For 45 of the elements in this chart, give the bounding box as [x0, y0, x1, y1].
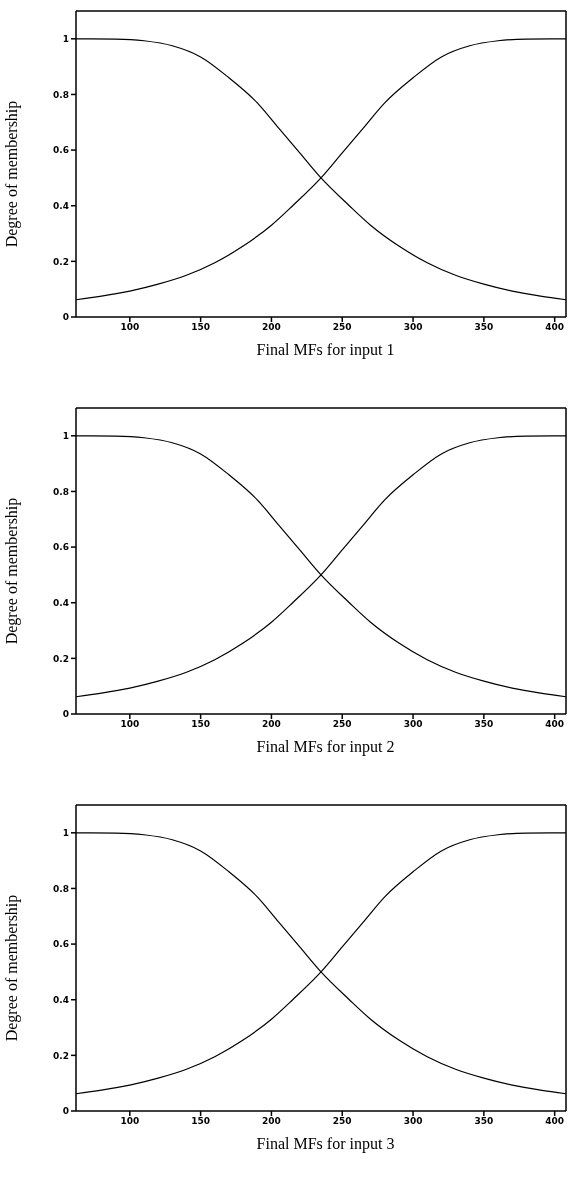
x-tick-label: 400: [545, 1116, 565, 1127]
x-tick-label: 200: [262, 322, 281, 333]
y-tick-label: 0.6: [53, 939, 69, 950]
x-tick-label: 300: [403, 719, 423, 730]
x-tick-label: 200: [262, 1116, 281, 1127]
x-tick-label: 400: [545, 322, 565, 333]
y-tick-label: 0.6: [53, 542, 69, 553]
y-tick-label: 0: [62, 312, 69, 323]
x-tick-label: 350: [474, 322, 494, 333]
y-tick-label: 0.6: [53, 145, 69, 156]
y-tick-label: 0.2: [53, 653, 69, 664]
x-tick-label: 350: [474, 1116, 494, 1127]
x-tick-label: 100: [120, 1116, 140, 1127]
y-tick-label: 1: [62, 828, 69, 839]
y-tick-label: 0.2: [53, 256, 69, 267]
x-tick-label: 100: [120, 719, 140, 730]
x-tick-label: 250: [332, 719, 352, 730]
y-tick-label: 0: [62, 1106, 69, 1117]
y-tick-label: 0.8: [53, 486, 69, 497]
y-tick-label: 0.4: [53, 994, 69, 1005]
y-tick-label: 0: [62, 709, 69, 720]
y-tick-label: 0.2: [53, 1050, 69, 1061]
x-axis-title: Final MFs for input 3: [255, 1135, 396, 1153]
y-tick-label: 0.4: [53, 597, 69, 608]
x-tick-label: 400: [545, 719, 565, 730]
x-tick-label: 200: [262, 719, 281, 730]
x-axis-title: Final MFs for input 1: [255, 341, 396, 359]
x-axis-title: Final MFs for input 2: [255, 738, 396, 756]
y-tick-label: 1: [62, 34, 69, 45]
x-tick-label: 150: [191, 719, 211, 730]
x-tick-label: 150: [191, 322, 211, 333]
y-axis-title: Degree of membership: [3, 894, 22, 1041]
x-tick-label: 250: [332, 322, 352, 333]
y-axis-title: Degree of membership: [3, 100, 22, 247]
x-tick-label: 300: [403, 322, 423, 333]
x-tick-label: 150: [191, 1116, 211, 1127]
y-axis-title: Degree of membership: [3, 497, 22, 644]
y-tick-label: 0.4: [53, 200, 69, 211]
y-tick-label: 0.8: [53, 89, 69, 100]
y-tick-label: 1: [62, 431, 69, 442]
y-tick-label: 0.8: [53, 883, 69, 894]
x-tick-label: 300: [403, 1116, 423, 1127]
x-tick-label: 350: [474, 719, 494, 730]
x-tick-label: 100: [120, 322, 140, 333]
x-tick-label: 250: [332, 1116, 352, 1127]
